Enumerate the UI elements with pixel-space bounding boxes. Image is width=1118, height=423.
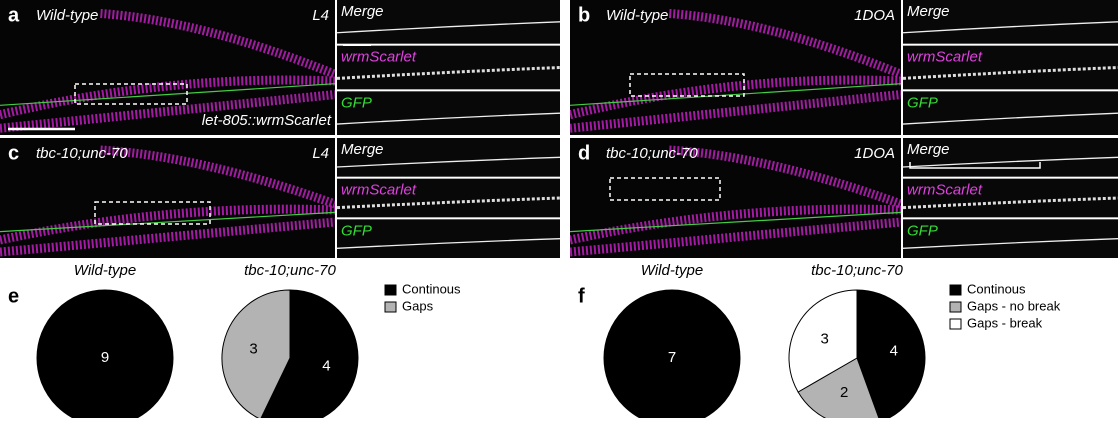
panel-letter: d (578, 142, 590, 164)
panel-letter: a (8, 4, 20, 26)
legend-swatch (950, 285, 961, 295)
legend-swatch (950, 302, 961, 312)
genotype-label: Wild-type (606, 7, 668, 24)
stage-label: L4 (312, 145, 329, 162)
legend-label: Gaps - no break (967, 298, 1061, 313)
genotype-label: tbc-10;unc-70 (606, 145, 698, 162)
marker-label: let-805::wrmScarlet (202, 112, 332, 129)
inset-label: Merge (341, 141, 384, 158)
legend-swatch (385, 302, 396, 312)
legend-label: Gaps - break (967, 315, 1043, 330)
panel-letter: c (8, 142, 19, 164)
genotype-label: Wild-type (36, 7, 98, 24)
inset-label: wrmScarlet (341, 182, 417, 199)
pie-title: Wild-type (641, 262, 703, 279)
inset-label: GFP (341, 222, 372, 239)
stage-label: 1DOA (854, 7, 895, 24)
legend-label: Continous (402, 281, 461, 296)
legend-swatch (950, 319, 961, 329)
slice-label: 7 (668, 349, 676, 366)
inset-label: Merge (907, 141, 950, 158)
inset-label: GFP (341, 94, 372, 111)
legend-label: Continous (967, 281, 1026, 296)
inset-label: wrmScarlet (341, 49, 417, 66)
stage-label: L4 (312, 7, 329, 24)
pie-title: Wild-type (74, 262, 136, 279)
panel-letter: b (578, 4, 590, 26)
panel-letter: e (8, 285, 19, 307)
inset-label: Merge (907, 3, 950, 20)
slice-label: 9 (101, 349, 109, 366)
pie-title: tbc-10;unc-70 (244, 262, 336, 279)
legend-swatch (385, 285, 396, 295)
slice-label: 2 (840, 384, 848, 401)
stage-label: 1DOA (854, 145, 895, 162)
genotype-label: tbc-10;unc-70 (36, 145, 128, 162)
pie-title: tbc-10;unc-70 (811, 262, 903, 279)
inset-label: wrmScarlet (907, 182, 983, 199)
inset-label: Merge (341, 3, 384, 20)
slice-label: 3 (249, 341, 257, 358)
inset-label: GFP (907, 222, 938, 239)
slice-label: 4 (890, 342, 898, 359)
inset-label: wrmScarlet (907, 49, 983, 66)
slice-label: 3 (820, 330, 828, 347)
legend-label: Gaps (402, 298, 434, 313)
inset-label: GFP (907, 94, 938, 111)
figure: aWild-typeL4let-805::wrmScarletMergewrmS… (0, 0, 1118, 418)
slice-label: 4 (322, 357, 330, 374)
panel-letter: f (578, 285, 585, 307)
